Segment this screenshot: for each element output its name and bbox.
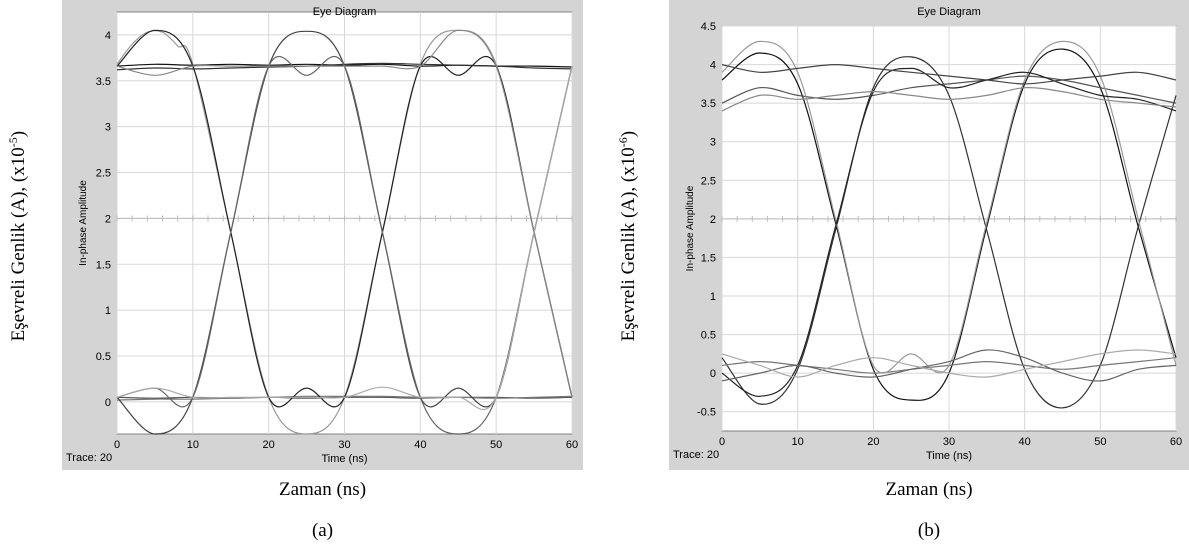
x-tick-label: 40 — [414, 439, 426, 451]
eye-diagram-panel-a: 0 10 20 30 40 50 60 0 0.5 1 1.5 2 2.5 3 3.5 4 Eye Diagra… — [5, 0, 583, 541]
y-tick-label: 1.5 — [701, 252, 716, 264]
x-tick-label: 60 — [566, 439, 578, 451]
y-tick-label: 0 — [710, 368, 716, 380]
y-tick-label: 4 — [105, 30, 111, 42]
y-tick-label: 0 — [105, 397, 111, 409]
trace-count-label: Trace: 20 — [66, 452, 112, 464]
x-tick-label: 40 — [1019, 436, 1031, 448]
y-tick-label: 1 — [710, 291, 716, 303]
series-trace — [721, 349, 1177, 378]
y-tick-label: 3.5 — [96, 76, 111, 88]
y-tick-label: 3 — [710, 137, 716, 149]
chart-title: Eye Diagram — [313, 6, 377, 18]
y-tick-label: 2.5 — [701, 175, 716, 187]
x-tick-label: 0 — [719, 436, 725, 448]
outer-x-axis-label: Zaman (ns) — [278, 479, 367, 500]
series-trace — [721, 48, 1177, 401]
series-trace — [116, 29, 573, 398]
outer-y-axis-label: Eşevreli Genlik (A), (x10-5) — [5, 130, 30, 342]
y-tick-label: 2 — [105, 213, 111, 225]
eye-diagram-panel-b: 0 10 20 30 40 50 60 -0.5 0 0.5 1 1.5 2 2.5 3 3.5 4 4.5 Eye… — [596, 0, 1189, 553]
y-tick-label: 0.5 — [96, 351, 111, 363]
x-tick-label: 20 — [867, 436, 879, 448]
series-trace — [116, 29, 573, 435]
y-tick-label: 1 — [105, 305, 111, 317]
series-trace — [721, 56, 1177, 409]
outer-x-axis-label: Zaman (ns) — [885, 479, 973, 500]
y-tick-label: 4 — [710, 60, 716, 72]
x-tick-label: 60 — [1170, 436, 1182, 448]
chart-title: Eye Diagram — [917, 6, 981, 18]
y-tick-label: 3 — [105, 122, 111, 134]
y-tick-label: 3.5 — [701, 98, 716, 110]
x-tick-label: 20 — [263, 439, 275, 451]
y-tick-label: 0.5 — [701, 330, 716, 342]
x-tick-label: 30 — [943, 436, 955, 448]
y-axis-label: In-phase Amplitude — [78, 180, 89, 266]
series-trace — [116, 56, 573, 435]
series-trace — [721, 87, 1177, 112]
y-tick-label: 2 — [710, 214, 716, 226]
x-tick-label: 30 — [338, 439, 350, 451]
eye-diagram-plot: 0 10 20 30 40 50 60 -0.5 0 0.5 1 1.5 2 2.5 3 3.5 4 4.5 Eye… — [673, 6, 1182, 462]
x-axis-label: Time (ns) — [321, 453, 367, 465]
eye-diagram-plot: 0 10 20 30 40 50 60 0 0.5 1 1.5 2 2.5 3 3.5 4 Eye Diagra… — [66, 6, 578, 465]
trace-count-label: Trace: 20 — [673, 449, 719, 461]
series-trace — [721, 40, 1177, 374]
y-tick-label: -0.5 — [697, 407, 716, 419]
panel-label: (b) — [917, 520, 941, 541]
outer-y-axis-label: Eşevreli Genlik (A), (x10-6) — [615, 130, 640, 342]
x-tick-label: 0 — [114, 439, 120, 451]
series-trace — [721, 75, 1177, 104]
y-axis-label: In-phase Amplitude — [685, 185, 696, 271]
x-tick-label: 50 — [490, 439, 502, 451]
series-trace — [721, 63, 1177, 85]
y-tick-label: 4.5 — [701, 21, 716, 33]
x-axis-label: Time (ns) — [926, 450, 972, 462]
x-tick-label: 10 — [792, 436, 804, 448]
series-trace — [116, 65, 573, 411]
x-tick-label: 10 — [187, 439, 199, 451]
x-tick-label: 50 — [1094, 436, 1106, 448]
y-tick-label: 1.5 — [96, 259, 111, 271]
y-tick-label: 2.5 — [96, 168, 111, 180]
series-trace — [721, 349, 1177, 382]
panel-label: (a) — [311, 520, 334, 541]
series-trace — [116, 29, 573, 408]
series-trace — [721, 67, 1177, 397]
